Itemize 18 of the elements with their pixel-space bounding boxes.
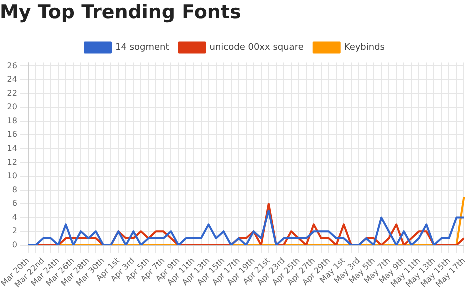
y-tick-label: 12 <box>7 158 18 167</box>
y-tick-label: 18 <box>7 116 18 126</box>
y-tick-label: 4 <box>12 212 18 222</box>
legend-label: Keybinds <box>344 43 386 54</box>
chart-title: My Top Trending Fonts <box>0 1 242 24</box>
legend-label: unicode 00xx square <box>210 43 304 54</box>
y-tick-label: 16 <box>7 130 18 140</box>
y-tick-label: 26 <box>7 61 18 70</box>
y-tick-label: 24 <box>7 75 18 84</box>
y-tick-label: 2 <box>12 226 18 236</box>
y-tick-label: 10 <box>7 172 18 181</box>
y-tick-label: 22 <box>7 88 18 98</box>
y-tick-label: 20 <box>7 102 18 112</box>
legend-label: 14 sogment <box>116 43 170 54</box>
y-tick-label: 8 <box>12 185 18 194</box>
y-tick-label: 6 <box>12 199 18 208</box>
y-tick-label: 0 <box>12 240 18 250</box>
y-tick-label: 14 <box>7 144 18 153</box>
